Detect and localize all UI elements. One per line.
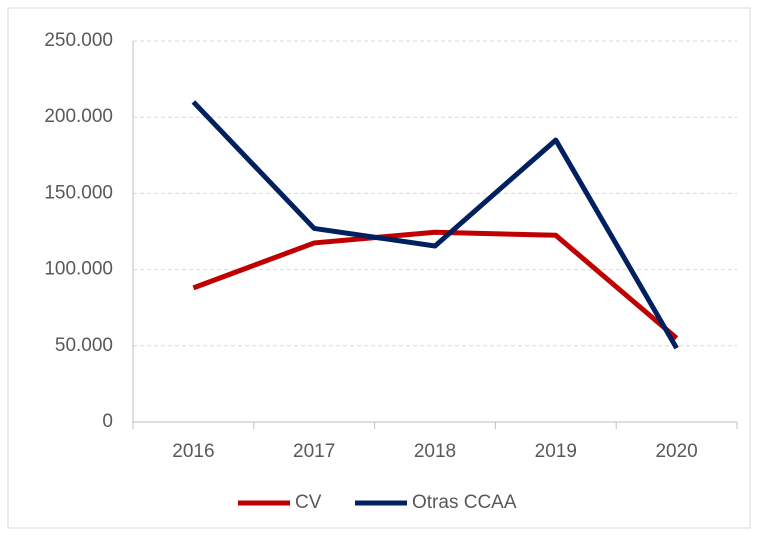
y-tick-label: 150.000 (44, 182, 113, 203)
y-tick-label: 200.000 (44, 106, 113, 127)
series-line (191, 100, 679, 350)
x-tick-label: 2020 (655, 441, 697, 462)
x-tick-label: 2016 (172, 441, 214, 462)
legend-label: Otras CCAA (412, 492, 517, 513)
chart-frame (7, 7, 751, 529)
x-tick-label: 2019 (535, 441, 577, 462)
x-tick-label: 2017 (293, 441, 335, 462)
legend-label: CV (295, 492, 322, 513)
series-line (192, 229, 679, 341)
y-tick-label: 250.000 (44, 30, 113, 51)
y-tick-label: 50.000 (55, 335, 113, 356)
y-tick-label: 100.000 (44, 259, 113, 280)
x-tick-label: 2018 (414, 441, 456, 462)
y-tick-label: 0 (102, 411, 113, 432)
